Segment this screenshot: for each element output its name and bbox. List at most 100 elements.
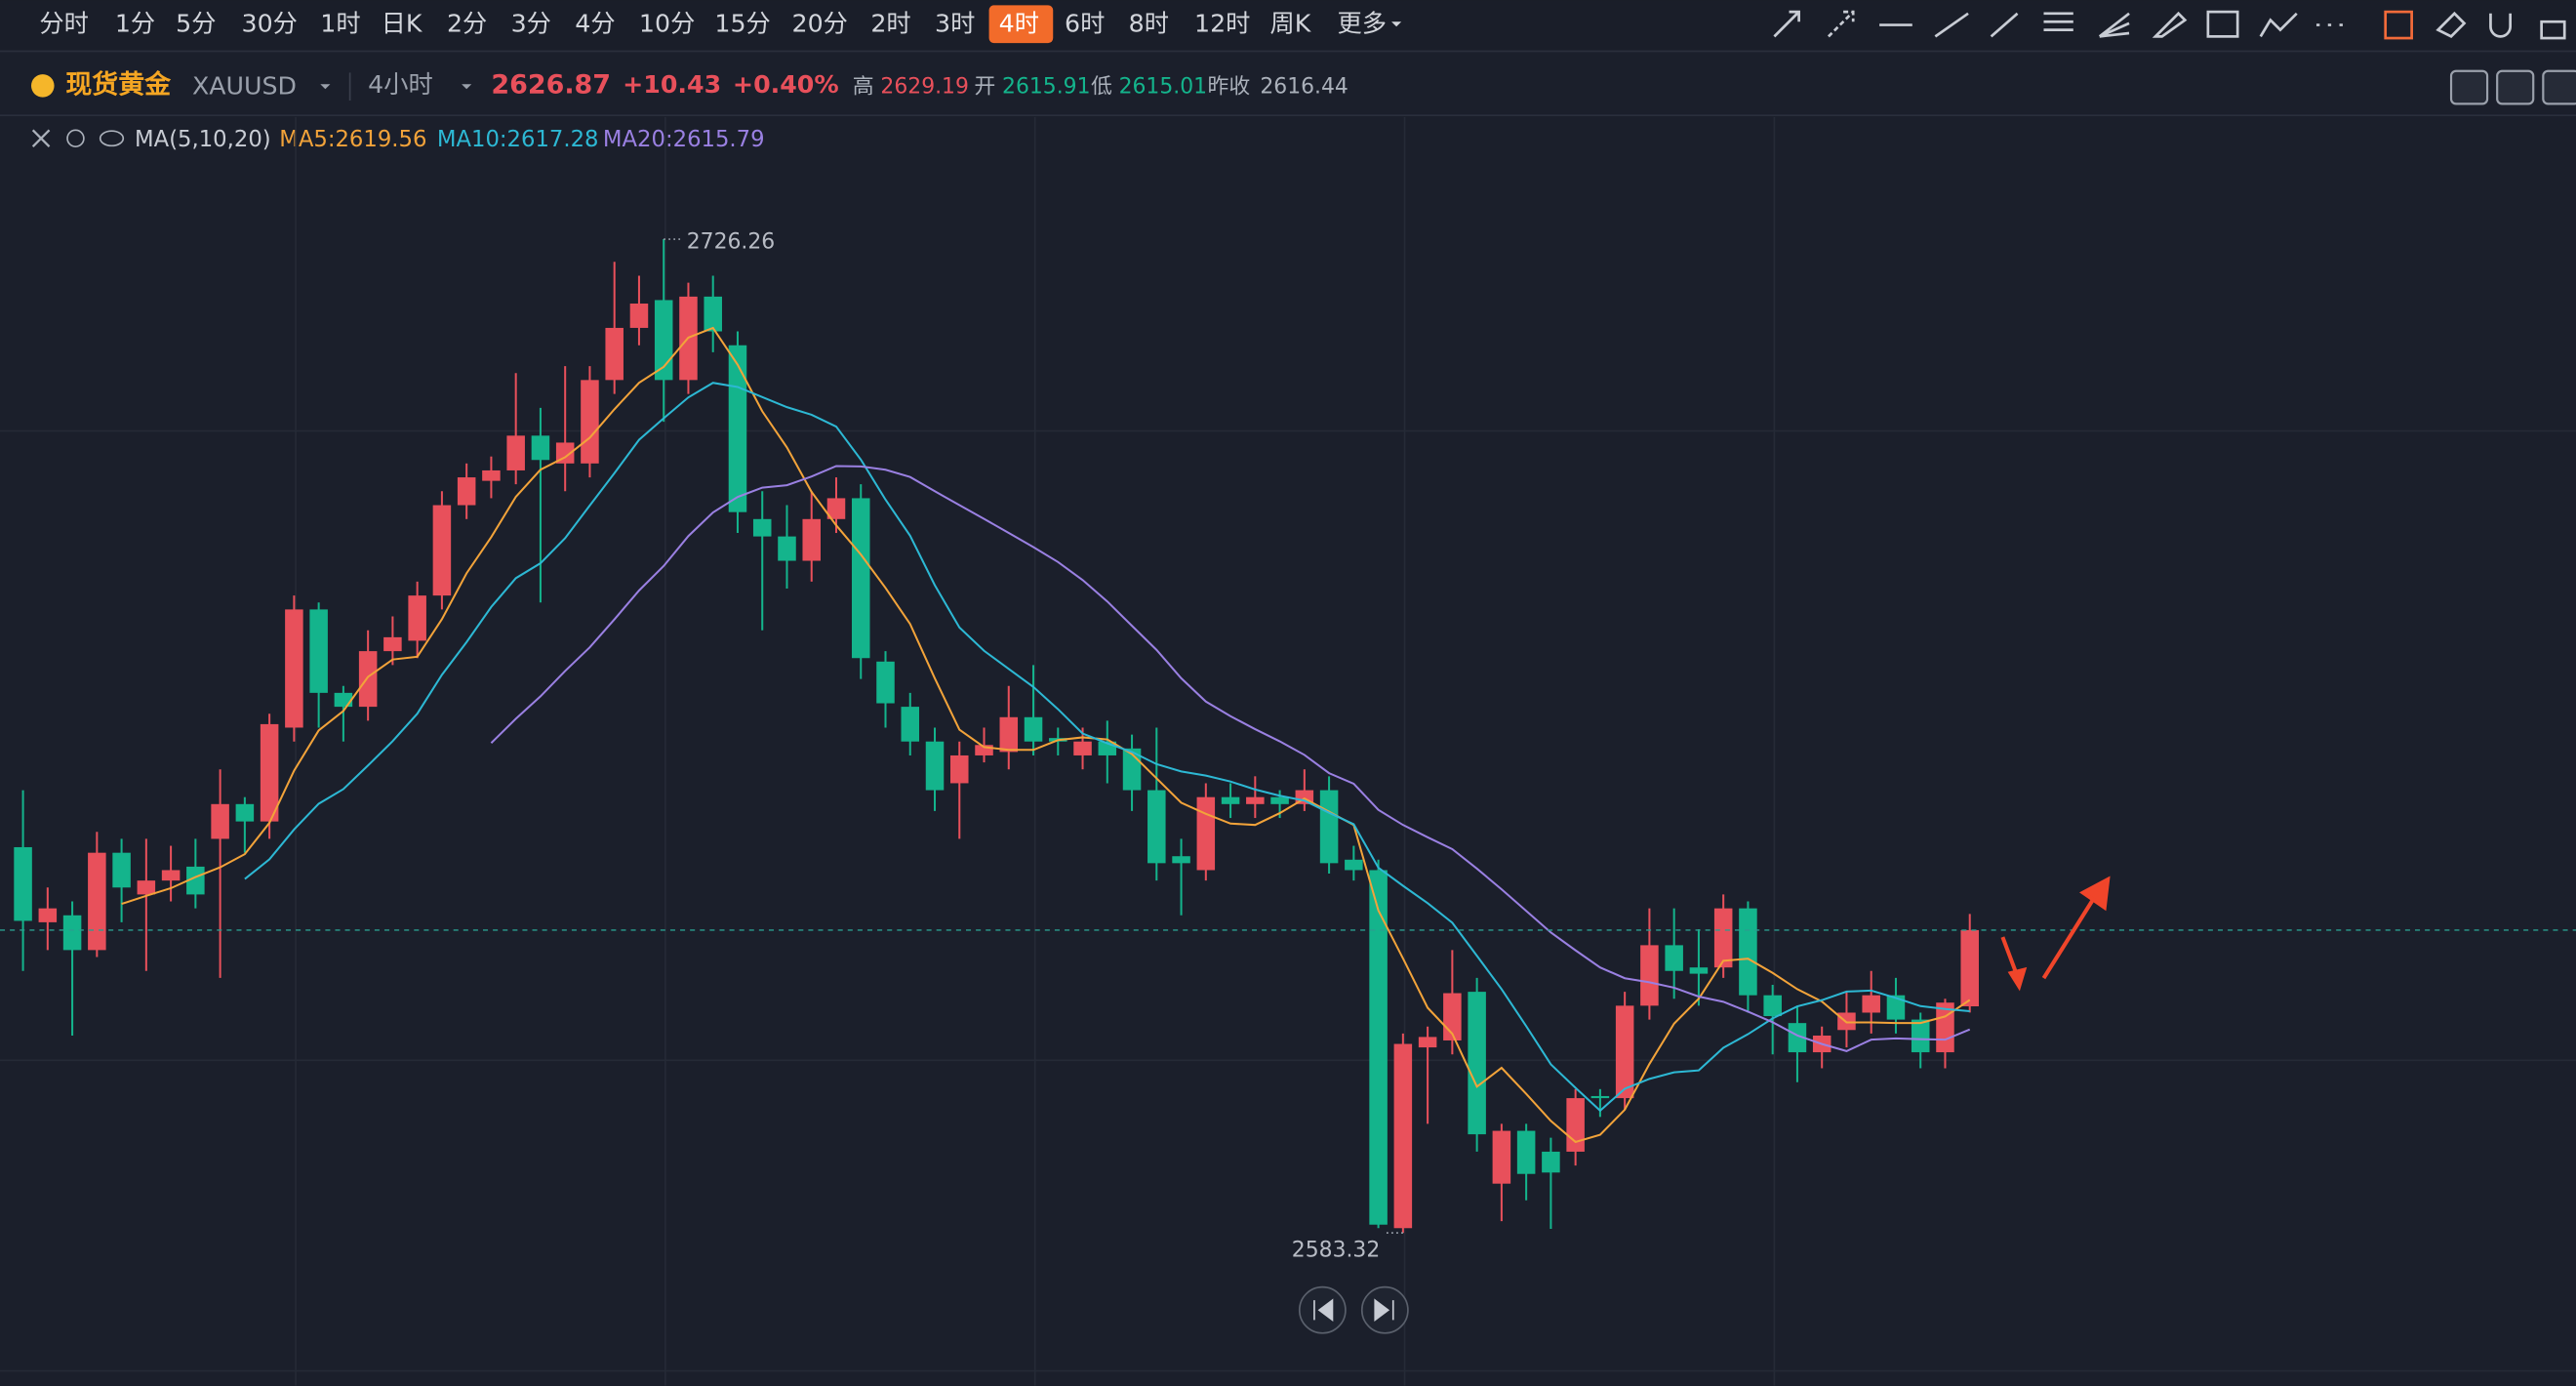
candle-body (1147, 790, 1166, 864)
candle-body (531, 435, 550, 461)
candle-body (950, 754, 969, 784)
period-tab[interactable]: 4时 (999, 10, 1039, 38)
candle-body (62, 915, 82, 951)
candle-body (137, 880, 156, 895)
candle-body (1492, 1130, 1511, 1184)
tool-icon[interactable] (2259, 12, 2298, 38)
period-tabs: 分时 1分 5分 30分 1时 日K 2分 3分 4分 10分 15分 20分 2时 3时 4时 6时 8时 12… (39, 5, 1402, 44)
candle-body (334, 692, 353, 708)
dropdown-caret (320, 84, 331, 90)
tool-icon[interactable] (2384, 10, 2413, 40)
nav-prev-icon (1313, 1298, 1334, 1323)
tool-icon[interactable] (2043, 12, 2073, 31)
tool-icon[interactable] (2152, 11, 2188, 38)
indicator-name: MA(5,10,20) (135, 127, 271, 152)
tool-icon[interactable] (2435, 11, 2467, 39)
low-value: 2615.01 (1119, 75, 1207, 100)
period-tab[interactable]: 1分 (115, 10, 155, 38)
toolbar (0, 0, 2576, 50)
candle-body (728, 345, 747, 512)
ma-label: MA5:2619.56 (279, 127, 426, 152)
candle-body (457, 477, 476, 506)
tool-button[interactable] (2449, 69, 2489, 105)
period-tab[interactable]: 20分 (792, 10, 848, 38)
arrow (2041, 893, 2099, 980)
tool-icon[interactable] (2098, 12, 2130, 38)
tool-icon[interactable] (1990, 12, 2019, 38)
dropdown-caret (1391, 21, 1402, 27)
candle-body (1073, 741, 1092, 755)
arrow (2000, 936, 2020, 978)
candle-body (752, 518, 772, 537)
candle-body (999, 716, 1019, 753)
period-tab[interactable]: 10分 (639, 10, 695, 38)
candle-body (38, 908, 58, 922)
period-tab[interactable]: 3分 (511, 10, 551, 38)
open-value: 2615.91 (1002, 75, 1090, 100)
candle-body (901, 707, 920, 742)
period-tab[interactable]: 分时 (39, 10, 89, 38)
period-tab[interactable]: 3时 (935, 10, 975, 38)
prev-close-value: 2616.44 (1260, 75, 1348, 100)
candle-body (1319, 790, 1339, 864)
max-label: 2726.26 (687, 229, 775, 254)
tool-icon[interactable] (2489, 13, 2512, 38)
period-tab[interactable]: 12时 (1194, 10, 1250, 38)
visibility-icon[interactable] (99, 130, 125, 147)
candle-body (383, 636, 402, 652)
period-tab[interactable]: 8时 (1129, 10, 1169, 38)
symbol-name: 现货黄金 (65, 68, 172, 100)
period-tab[interactable]: 4分 (575, 10, 615, 38)
period-tab[interactable]: 15分 (714, 10, 770, 38)
candle-body (1369, 870, 1388, 1225)
period-tab[interactable]: 更多 (1338, 10, 1388, 38)
candle-body (408, 595, 426, 641)
period-tab[interactable]: 30分 (242, 10, 298, 38)
ma-line (244, 382, 1970, 1113)
period-tab[interactable]: 2分 (447, 10, 487, 38)
tool-icon[interactable] (2206, 10, 2239, 38)
candle-body (1418, 1037, 1437, 1048)
tool-icon[interactable] (1827, 10, 1855, 38)
tool-button[interactable] (2542, 69, 2576, 105)
period-tab[interactable]: 6时 (1065, 10, 1105, 38)
change-pct: +0.40% (733, 70, 839, 99)
open-label: 开 (974, 75, 995, 100)
period-tab[interactable]: 5分 (176, 10, 216, 38)
candle-body (161, 870, 181, 881)
candle-body (1886, 995, 1906, 1020)
ma-label: MA20:2615.79 (603, 127, 765, 152)
candle-body (1862, 995, 1880, 1013)
annotation-arrows (2000, 876, 2111, 992)
symbol-code[interactable]: XAUUSD (192, 72, 297, 101)
candle-body (1739, 908, 1757, 996)
high-label: 高 (853, 75, 874, 100)
candle-body (211, 803, 229, 839)
ma-line (121, 326, 1971, 1144)
candle-body (605, 327, 624, 381)
tool-icon[interactable] (1773, 10, 1800, 38)
period-tab[interactable]: 日K (382, 10, 423, 38)
period-tab[interactable]: 1时 (320, 10, 360, 38)
arrow-head (2007, 966, 2028, 992)
close-icon[interactable] (31, 129, 51, 148)
candle-body (1689, 967, 1709, 974)
active-tab (988, 5, 1054, 44)
period-tab[interactable]: 2时 (870, 10, 910, 38)
min-label: 2583.32 (1292, 1239, 1380, 1263)
candle-body (925, 741, 945, 791)
period-tab[interactable]: 周K (1269, 10, 1311, 38)
settings-icon[interactable] (66, 129, 85, 148)
candle-body (506, 435, 525, 470)
candle-body (482, 469, 501, 481)
tool-button[interactable] (2496, 69, 2535, 105)
tool-icon[interactable] (1934, 12, 1969, 38)
candle-body (1713, 908, 1733, 968)
candle-body (876, 661, 895, 704)
grid (0, 116, 2576, 1386)
candle-body (260, 723, 279, 822)
period[interactable]: 4小时 (368, 70, 433, 99)
candle-body (1172, 856, 1190, 864)
tool-icon[interactable] (2540, 20, 2566, 40)
